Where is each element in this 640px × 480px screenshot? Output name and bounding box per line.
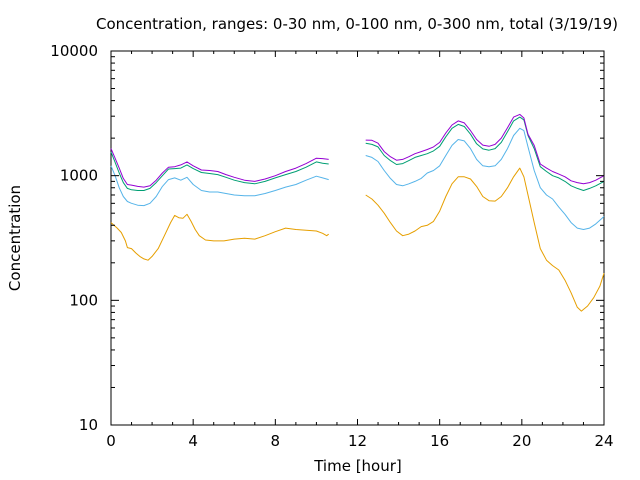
y-tick-label: 10000 (50, 42, 98, 60)
series-1 (110, 127, 605, 230)
x-tick-label: 0 (106, 432, 116, 450)
chart-title: Concentration, ranges: 0-30 nm, 0-100 nm… (96, 15, 618, 33)
x-tick-label: 16 (430, 432, 449, 450)
x-tick-label: 4 (188, 432, 198, 450)
series-0-line-segment-0 (110, 213, 330, 261)
x-tick-label: 8 (271, 432, 281, 450)
series-3-line-segment-1 (365, 113, 605, 185)
plot-border (110, 50, 605, 426)
series-1-line-segment-0 (110, 165, 329, 207)
x-axis-label: Time [hour] (313, 457, 402, 475)
series-layer (110, 113, 605, 312)
y-axis: 10 100 1000 10000 (50, 42, 604, 434)
y-tick-label: 10 (79, 416, 98, 434)
x-tick-label: 24 (594, 432, 613, 450)
x-tick-label: 12 (348, 432, 367, 450)
series-0 (110, 167, 605, 312)
series-1-line-segment-1 (365, 127, 605, 230)
series-3-line-segment-0 (110, 148, 329, 188)
x-tick-label: 20 (512, 432, 531, 450)
series-2-line-segment-0 (110, 151, 329, 191)
x-axis: 0 4 8 12 16 20 24 (106, 51, 614, 450)
series-0-line-segment-1 (365, 167, 605, 312)
series-2 (110, 116, 605, 191)
series-3 (110, 113, 605, 188)
y-tick-label: 1000 (60, 167, 98, 185)
plot-frame (110, 50, 605, 426)
y-tick-label: 100 (69, 291, 98, 309)
series-2-line-segment-1 (365, 116, 605, 191)
y-axis-label: Concentration (6, 185, 24, 291)
